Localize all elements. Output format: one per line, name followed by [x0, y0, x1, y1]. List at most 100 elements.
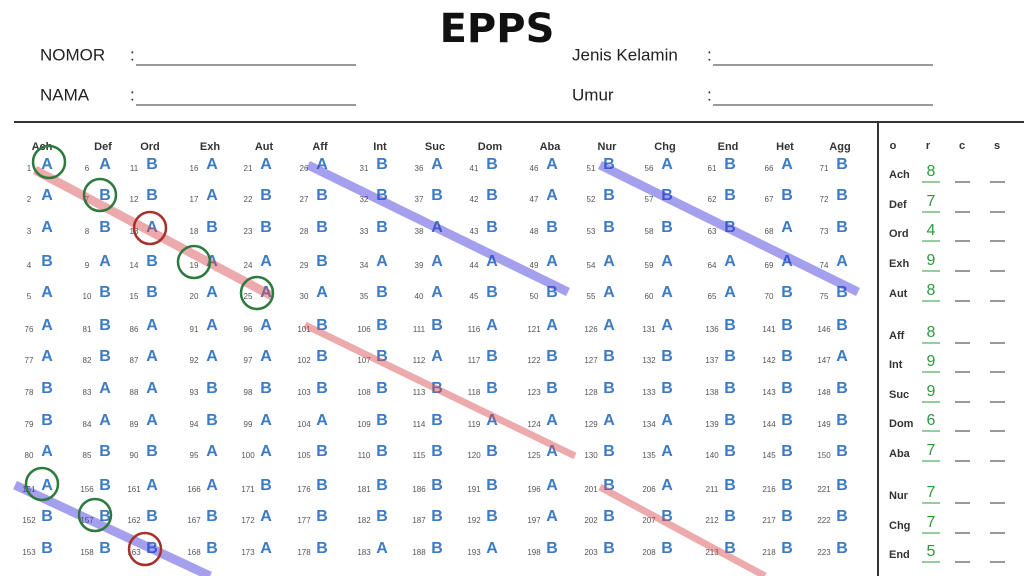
item-number: 207 [642, 516, 656, 525]
item-number: 172 [241, 516, 255, 525]
item-answer: A [546, 187, 558, 204]
item-number: 221 [817, 485, 831, 494]
item-answer: A [41, 219, 53, 236]
score-label: Exh [889, 258, 909, 270]
item-number: 137 [705, 356, 719, 365]
item-answer: B [546, 284, 558, 301]
item-number: 100 [241, 451, 255, 460]
item-number: 7 [85, 195, 90, 204]
item-number: 134 [642, 420, 656, 429]
item-number: 84 [83, 420, 92, 429]
item-answer: B [146, 156, 158, 173]
item-answer: B [546, 540, 558, 557]
item-answer: B [603, 156, 615, 173]
item-answer: B [206, 540, 218, 557]
item-number: 58 [645, 227, 654, 236]
item-answer: B [316, 317, 328, 334]
item-answer: B [260, 219, 272, 236]
item-answer: A [99, 253, 111, 270]
item-answer: B [431, 508, 443, 525]
item-number: 213 [705, 548, 719, 557]
item-answer: A [260, 253, 272, 270]
item-answer: A [260, 540, 272, 557]
title: EPPS [440, 6, 555, 52]
item-answer: B [781, 348, 793, 365]
item-answer: B [99, 219, 111, 236]
item-number: 32 [360, 195, 369, 204]
item-answer: B [376, 284, 388, 301]
item-number: 53 [587, 227, 596, 236]
item-answer: B [724, 508, 736, 525]
score-value: 7 [927, 442, 936, 459]
item-answer: B [376, 508, 388, 525]
item-number: 143 [762, 388, 776, 397]
item-answer: B [260, 187, 272, 204]
item-number: 146 [817, 325, 831, 334]
item-answer: B [836, 219, 848, 236]
item-answer: B [99, 187, 111, 204]
item-number: 101 [297, 325, 311, 334]
item-answer: A [603, 412, 615, 429]
item-answer: B [486, 187, 498, 204]
item-answer: B [603, 477, 615, 494]
item-answer: A [546, 508, 558, 525]
column-header: Ord [140, 141, 160, 153]
item-answer: B [724, 187, 736, 204]
item-number: 163 [127, 548, 141, 557]
item-answer: B [836, 508, 848, 525]
score-header: o [890, 140, 897, 152]
item-answer: A [781, 253, 793, 270]
item-answer: B [316, 540, 328, 557]
circles [24, 144, 275, 567]
item-answer: B [724, 317, 736, 334]
item-answer: A [206, 156, 218, 173]
item-answer: A [603, 317, 615, 334]
item-number: 212 [705, 516, 719, 525]
item-number: 49 [530, 261, 539, 270]
item-number: 126 [584, 325, 598, 334]
item-number: 89 [130, 420, 139, 429]
item-number: 8 [85, 227, 90, 236]
column-header: End [718, 141, 739, 153]
item-number: 130 [584, 451, 598, 460]
field-separator: : [707, 85, 712, 104]
item-number: 54 [587, 261, 596, 270]
item-answer: A [99, 412, 111, 429]
item-answer: A [146, 412, 158, 429]
item-number: 50 [530, 292, 539, 301]
item-number: 27 [300, 195, 309, 204]
item-number: 4 [27, 261, 32, 270]
item-number: 15 [130, 292, 139, 301]
highlight [306, 160, 570, 297]
item-number: 128 [584, 388, 598, 397]
item-number: 183 [357, 548, 371, 557]
item-answer: B [41, 253, 53, 270]
item-number: 218 [762, 548, 776, 557]
item-number: 69 [765, 261, 774, 270]
highlight [303, 321, 577, 460]
item-number: 35 [360, 292, 369, 301]
item-answer: B [603, 380, 615, 397]
item-number: 202 [584, 516, 598, 525]
item-answer: A [661, 284, 673, 301]
item-answer: B [99, 443, 111, 460]
item-answer: A [41, 187, 53, 204]
item-answer: B [486, 443, 498, 460]
item-answer: B [376, 219, 388, 236]
item-number: 223 [817, 548, 831, 557]
item-answer: B [781, 443, 793, 460]
score-value: 9 [927, 353, 936, 370]
item-answer: B [486, 219, 498, 236]
item-number: 11 [130, 164, 139, 173]
item-number: 41 [470, 164, 479, 173]
item-answer: A [546, 156, 558, 173]
field-separator: : [130, 85, 135, 104]
item-number: 107 [357, 356, 371, 365]
item-number: 38 [415, 227, 424, 236]
item-number: 29 [300, 261, 309, 270]
item-answer: A [260, 412, 272, 429]
item-number: 157 [80, 516, 94, 525]
item-answer: A [661, 156, 673, 173]
item-number: 33 [360, 227, 369, 236]
item-number: 217 [762, 516, 776, 525]
